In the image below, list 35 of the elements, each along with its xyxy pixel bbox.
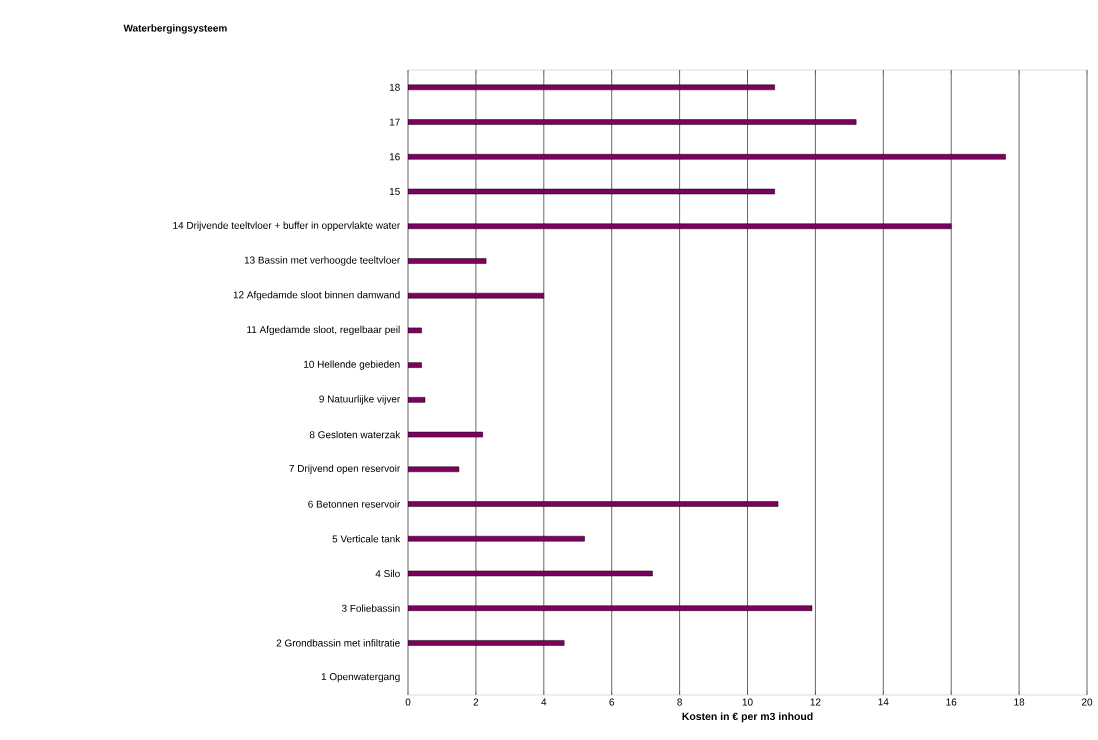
y-tick-label: 12 Afgedamde sloot binnen damwand — [233, 291, 400, 301]
y-tick-label: 9 Natuurlijke vijver — [319, 395, 401, 405]
y-tick-label: 15 — [389, 188, 400, 195]
x-tick-label: 18 — [1014, 698, 1025, 706]
x-tick-label: 6 — [609, 698, 615, 706]
text: Waterbergingsysteem — [123, 24, 227, 34]
bar — [408, 466, 460, 473]
bar — [408, 327, 422, 334]
y-tick-label: 14 Drijvende teeltvloer + buffer in oppervlakte water — [173, 221, 401, 231]
y-tick-label: 2 Grondbassin met infiltratie — [276, 639, 400, 647]
bar — [408, 362, 422, 368]
x-tick-label: 8 — [677, 698, 682, 706]
x-tick-label: 14 — [878, 698, 889, 706]
x-tick-label: 2 — [473, 698, 479, 706]
x-tick-label: 10 — [742, 698, 753, 706]
x-tick-label: 20 — [1081, 698, 1093, 706]
y-tick-label: 18 — [389, 83, 400, 91]
y-tick-label: 1 Openwatergang — [321, 673, 400, 683]
x-tick-label: 12 — [810, 698, 821, 706]
y-tick-label: 11 Afgedamde sloot, regelbaar peil — [247, 325, 400, 336]
y-tick-label: 16 — [389, 153, 400, 161]
y-tick-label: 17 — [389, 118, 400, 126]
y-tick-label: 8 Gesloten waterzak — [309, 430, 401, 439]
y-tick-label: 7 Drijvend open reservoir — [289, 464, 401, 474]
x-tick-label: 16 — [946, 698, 957, 706]
bar — [408, 397, 426, 403]
y-tick-label: 13 Bassin met verhoogde teeltvloer — [244, 256, 401, 266]
x-tick-label: 0 — [405, 698, 411, 706]
y-tick-label: 6 Betonnen reservoir — [308, 500, 401, 508]
x-tick-label: 4 — [541, 698, 547, 706]
y-tick-label: 3 Foliebassin — [341, 604, 400, 612]
y-tick-label: 4 Silo — [375, 569, 400, 578]
y-tick-label: 5 Verticale tank — [332, 535, 401, 543]
x-axis-title: Kosten in € per m3 inhoud — [682, 712, 813, 723]
y-tick-label: 10 Hellende gebieden — [304, 360, 400, 370]
